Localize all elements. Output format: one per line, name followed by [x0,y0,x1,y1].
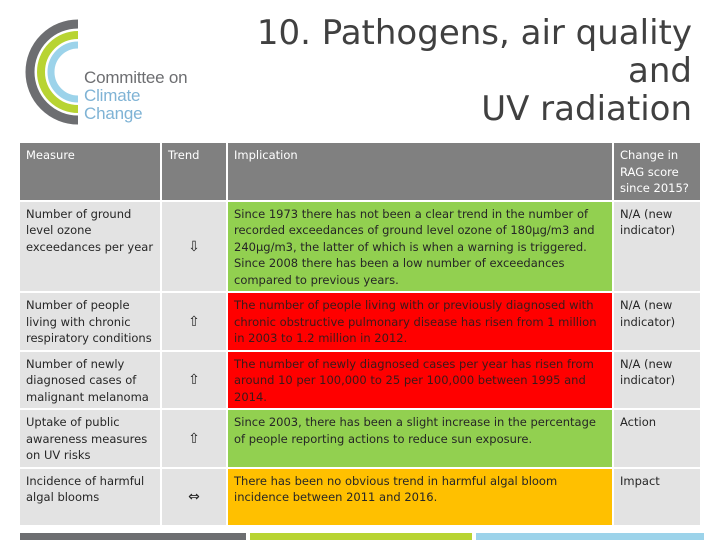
footer-bar-blue [476,533,704,540]
logo-wordmark: Committee on Climate Change [84,69,190,123]
committee-logo: Committee on Climate Change [20,16,190,126]
implication-cell: Since 2003, there has been a slight incr… [228,410,612,467]
title-line-2: UV radiation [481,89,692,129]
header-change: Change in RAG score since 2015? [614,143,700,200]
table-row: Uptake of public awareness measures on U… [20,410,700,467]
header-measure: Measure [20,143,160,200]
logo-line-2: Climate Change [84,86,143,123]
footer-bar-grey [20,533,246,540]
logo-rings-icon [25,19,79,125]
change-cell: N/A (new indicator) [614,201,700,291]
left-right-arrow-icon: ⇔ [162,468,226,525]
change-cell: N/A (new indicator) [614,293,700,350]
measure-cell: Number of ground level ozone exceedances… [20,201,160,291]
implication-cell: There has been no obvious trend in harmf… [228,468,612,525]
table-row: Number of people living with chronic res… [20,293,700,350]
change-cell: Action [614,410,700,467]
implication-cell: The number of people living with or prev… [228,293,612,350]
change-cell: N/A (new indicator) [614,351,700,408]
implication-cell: The number of newly diagnosed cases per … [228,351,612,408]
up-arrow-icon: ⇧ [162,293,226,350]
rag-table: Measure Trend Implication Change in RAG … [18,141,702,527]
table-row: Number of ground level ozone exceedances… [20,201,700,291]
title-line-1: 10. Pathogens, air quality and [256,13,692,91]
table-row: Incidence of harmful algal blooms ⇔ Ther… [20,468,700,525]
page-title: 10. Pathogens, air quality and UV radiat… [222,14,692,128]
table-header-row: Measure Trend Implication Change in RAG … [20,143,700,200]
header-implication: Implication [228,143,612,200]
measure-cell: Uptake of public awareness measures on U… [20,410,160,467]
measure-cell: Incidence of harmful algal blooms [20,468,160,525]
logo-line-1: Committee on [84,68,188,87]
measure-cell: Number of newly diagnosed cases of malig… [20,351,160,408]
table-row: Number of newly diagnosed cases of malig… [20,351,700,408]
measure-cell: Number of people living with chronic res… [20,293,160,350]
footer-bars [20,533,704,540]
up-arrow-icon: ⇧ [162,410,226,467]
down-arrow-icon: ⇩ [162,201,226,291]
change-cell: Impact [614,468,700,525]
up-arrow-icon: ⇧ [162,351,226,408]
implication-cell: Since 1973 there has not been a clear tr… [228,201,612,291]
header-trend: Trend [162,143,226,200]
footer-bar-green [250,533,472,540]
